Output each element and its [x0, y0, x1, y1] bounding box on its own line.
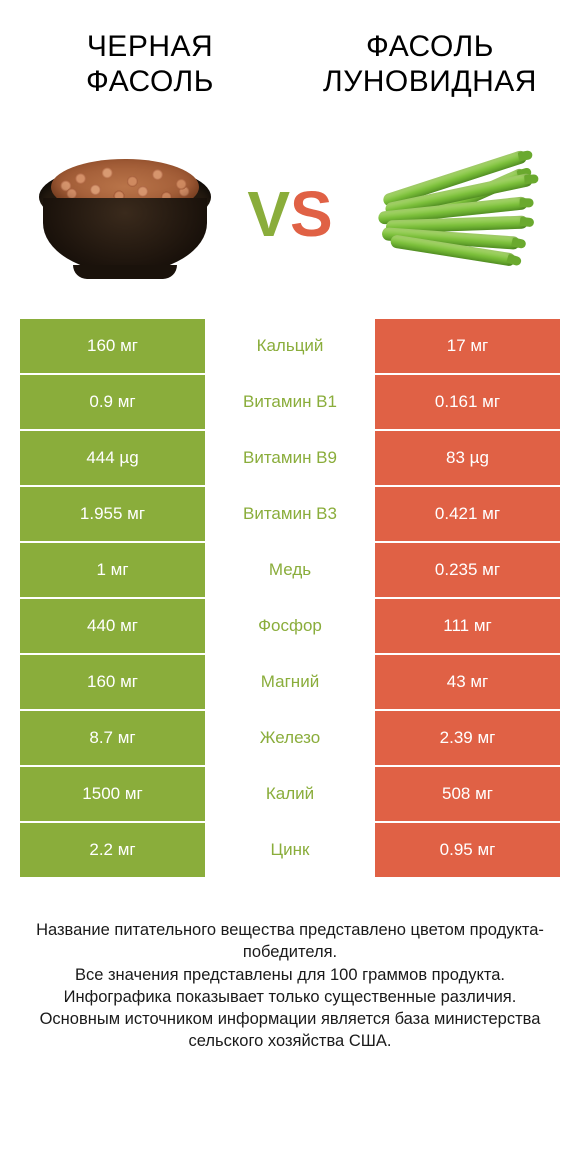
value-right: 2.39 мг — [375, 711, 560, 767]
comparison-table: 160 мгКальций17 мг0.9 мгВитамин B10.161 … — [0, 319, 580, 879]
nutrient-name: Железо — [205, 711, 375, 767]
heading-left: ЧЕРНАЯ ФАСОЛЬ — [30, 30, 270, 99]
vs-s: S — [290, 178, 333, 250]
footer-line: Все значения представлены для 100 граммо… — [20, 964, 560, 986]
table-row: 1500 мгКалий508 мг — [20, 767, 560, 823]
value-left: 2.2 мг — [20, 823, 205, 879]
nutrient-name: Калий — [205, 767, 375, 823]
beans-bowl-icon — [35, 149, 215, 279]
green-beans-icon — [370, 154, 540, 274]
table-row: 1 мгМедь0.235 мг — [20, 543, 560, 599]
value-right: 0.421 мг — [375, 487, 560, 543]
value-right: 83 µg — [375, 431, 560, 487]
footer-line: Название питательного вещества представл… — [20, 919, 560, 964]
footer-notes: Название питательного вещества представл… — [0, 879, 580, 1053]
footer-line: Инфографика показывает только существенн… — [20, 986, 560, 1008]
nutrient-name: Кальций — [205, 319, 375, 375]
nutrient-name: Фосфор — [205, 599, 375, 655]
value-right: 43 мг — [375, 655, 560, 711]
value-left: 1 мг — [20, 543, 205, 599]
value-left: 160 мг — [20, 319, 205, 375]
vs-label: VS — [247, 182, 332, 246]
value-right: 508 мг — [375, 767, 560, 823]
table-row: 2.2 мгЦинк0.95 мг — [20, 823, 560, 879]
value-right: 111 мг — [375, 599, 560, 655]
value-right: 0.95 мг — [375, 823, 560, 879]
table-row: 160 мгМагний43 мг — [20, 655, 560, 711]
hero: VS — [0, 109, 580, 319]
food-image-right — [360, 139, 550, 289]
value-left: 1.955 мг — [20, 487, 205, 543]
value-left: 444 µg — [20, 431, 205, 487]
heading-right: ФАСОЛЬ ЛУНОВИДНАЯ — [310, 30, 550, 99]
vs-v: V — [247, 178, 290, 250]
value-right: 0.161 мг — [375, 375, 560, 431]
food-image-left — [30, 139, 220, 289]
value-right: 0.235 мг — [375, 543, 560, 599]
table-row: 444 µgВитамин B983 µg — [20, 431, 560, 487]
value-left: 160 мг — [20, 655, 205, 711]
nutrient-name: Витамин B1 — [205, 375, 375, 431]
value-right: 17 мг — [375, 319, 560, 375]
nutrient-name: Цинк — [205, 823, 375, 879]
nutrient-name: Магний — [205, 655, 375, 711]
footer-line: Основным источником информации является … — [20, 1008, 560, 1053]
value-left: 8.7 мг — [20, 711, 205, 767]
table-row: 160 мгКальций17 мг — [20, 319, 560, 375]
value-left: 440 мг — [20, 599, 205, 655]
nutrient-name: Витамин B9 — [205, 431, 375, 487]
table-row: 8.7 мгЖелезо2.39 мг — [20, 711, 560, 767]
table-row: 440 мгФосфор111 мг — [20, 599, 560, 655]
value-left: 1500 мг — [20, 767, 205, 823]
header: ЧЕРНАЯ ФАСОЛЬ ФАСОЛЬ ЛУНОВИДНАЯ — [0, 0, 580, 109]
nutrient-name: Витамин B3 — [205, 487, 375, 543]
table-row: 1.955 мгВитамин B30.421 мг — [20, 487, 560, 543]
table-row: 0.9 мгВитамин B10.161 мг — [20, 375, 560, 431]
nutrient-name: Медь — [205, 543, 375, 599]
value-left: 0.9 мг — [20, 375, 205, 431]
